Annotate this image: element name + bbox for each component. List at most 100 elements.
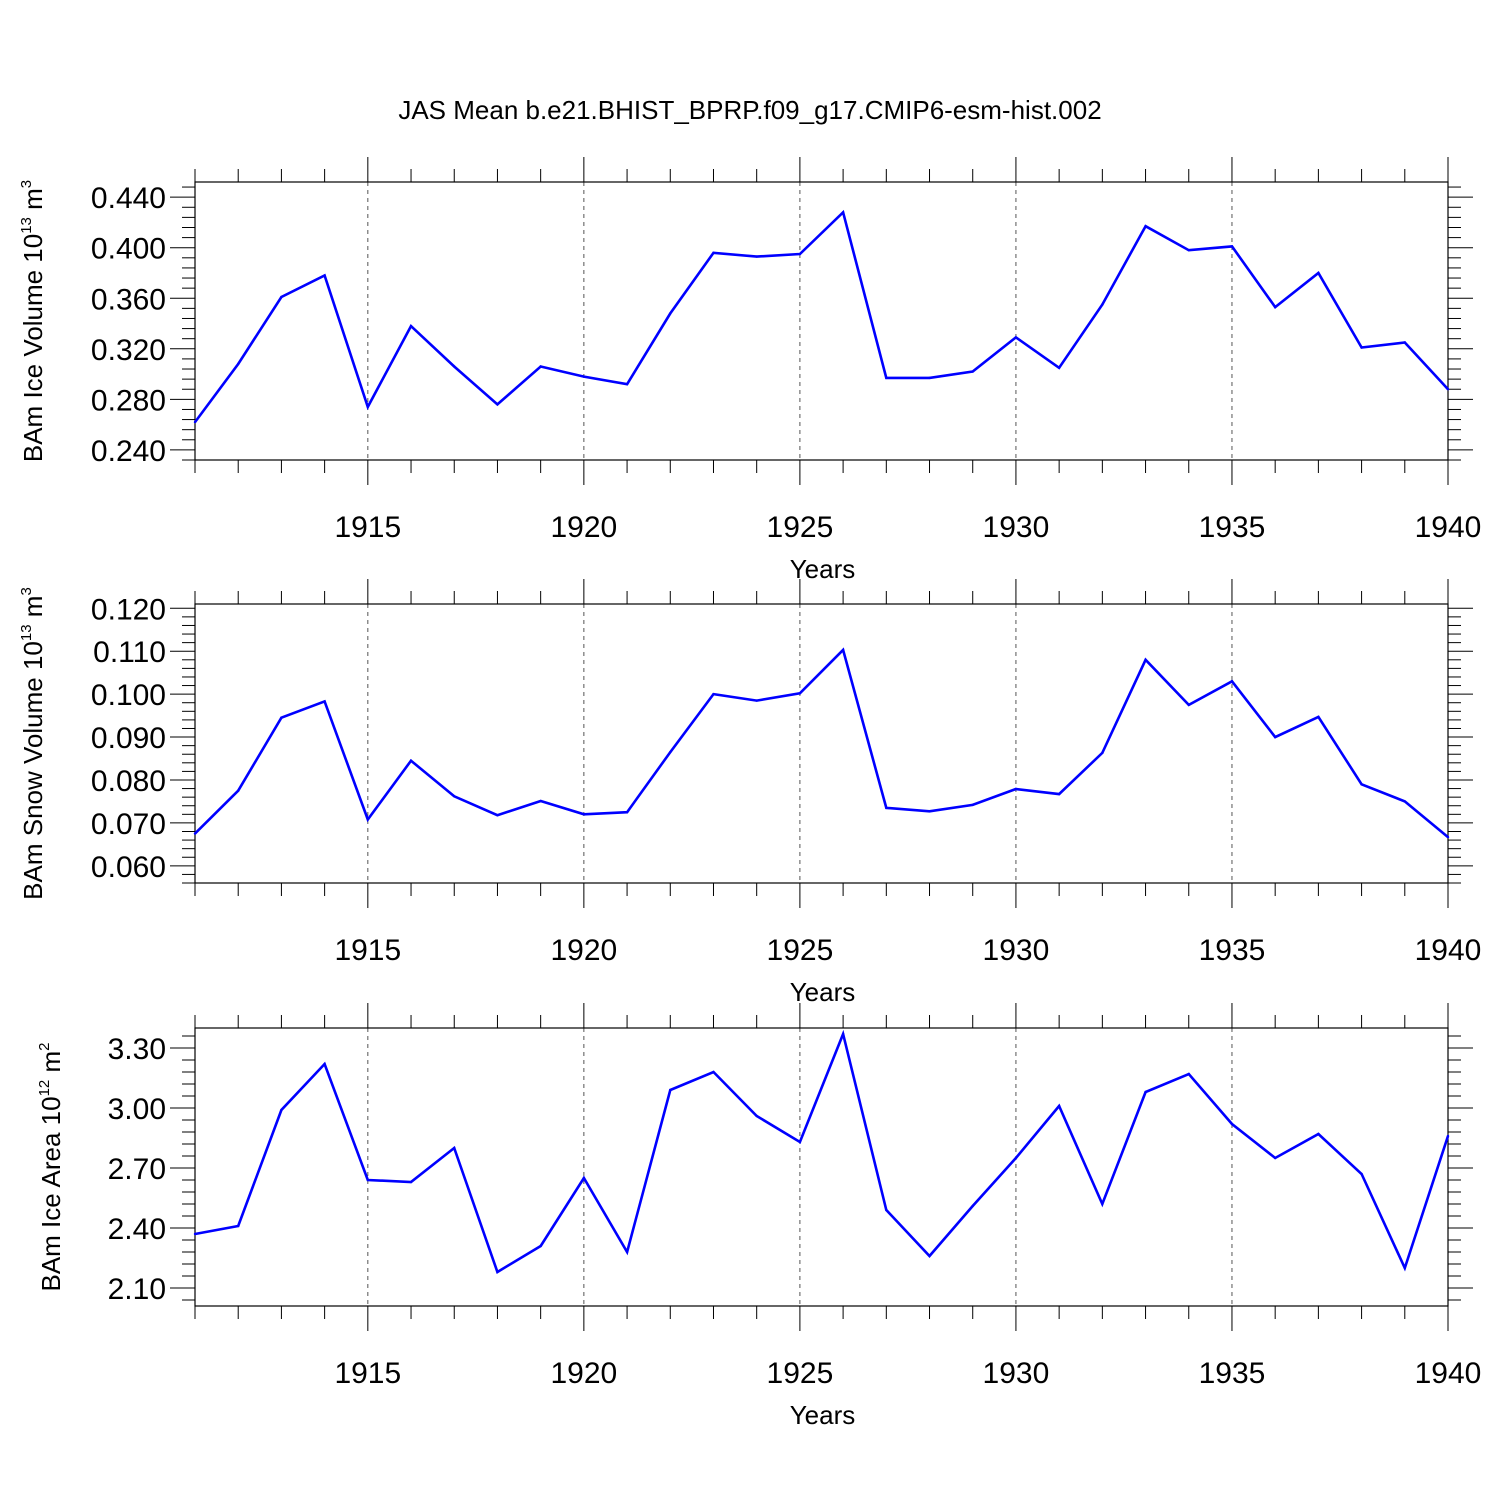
y-axis-label-exponent: 13	[18, 217, 35, 234]
data-point	[539, 365, 542, 368]
data-point	[669, 1088, 672, 1092]
data-point	[237, 362, 240, 366]
data-point	[1057, 1104, 1061, 1108]
data-point	[1057, 366, 1061, 369]
panel-ice-volume: 0.240 0.280 0.320 0.360 0.400 0.440 1915 1920 19…	[18, 157, 1481, 584]
x-tick-label: 1940	[1415, 511, 1482, 544]
y-tick-label: 0.090	[91, 722, 166, 755]
y-tick-label: 3.00	[108, 1093, 166, 1126]
data-point	[280, 716, 283, 719]
data-point	[712, 692, 715, 696]
x-tick-label: 1935	[1199, 511, 1266, 544]
data-point	[1403, 341, 1406, 344]
data-point	[798, 1140, 802, 1144]
data-point	[280, 1108, 283, 1112]
data-point	[1057, 792, 1061, 796]
y-tick-label: 0.280	[91, 384, 166, 417]
data-point	[366, 405, 370, 409]
data-point	[1446, 388, 1450, 391]
data-point	[971, 803, 974, 807]
data-point	[323, 274, 326, 277]
data-point	[1144, 1090, 1147, 1094]
x-tick-label: 1930	[983, 934, 1050, 967]
data-point	[1230, 680, 1234, 683]
x-tick-label: 1930	[983, 1357, 1050, 1390]
data-point	[1446, 1134, 1450, 1138]
data-point	[841, 211, 845, 214]
x-tick-label: 1940	[1415, 934, 1482, 967]
data-point	[885, 376, 888, 380]
data-point	[798, 252, 802, 256]
data-point	[971, 370, 974, 373]
data-point	[366, 818, 370, 821]
plot-frame	[194, 603, 1449, 884]
y-axis-label-text: BAm Snow Volume 10	[18, 641, 48, 900]
y-tick-label: 3.30	[108, 1033, 166, 1066]
data-point	[1273, 305, 1277, 309]
y-axis-label: BAm Snow Volume 1013 m3	[18, 587, 48, 900]
data-point	[237, 789, 240, 792]
x-tick-label: 1940	[1415, 1357, 1482, 1390]
data-point	[539, 799, 542, 803]
x-tick-label: 1925	[767, 511, 834, 544]
x-tick-label: 1925	[767, 934, 834, 967]
data-point	[1317, 1132, 1320, 1136]
y-tick-label: 2.40	[108, 1213, 166, 1246]
data-point	[496, 1270, 499, 1274]
data-point	[841, 648, 845, 652]
data-point	[1360, 783, 1363, 786]
data-point	[625, 382, 629, 386]
data-point	[1014, 787, 1018, 791]
data-point	[1273, 735, 1277, 739]
data-point	[1403, 800, 1406, 803]
series-line	[193, 209, 1449, 423]
x-tick-label: 1915	[334, 934, 401, 967]
data-point	[453, 795, 456, 798]
y-tick-label: 2.70	[108, 1153, 166, 1186]
y-axis-label-text: BAm Ice Area 10	[36, 1096, 66, 1291]
data-point	[453, 365, 456, 368]
data-point	[496, 813, 499, 817]
panel-snow-volume: 0.060 0.070 0.080 0.090 0.100 0.110 0.120 1915 1…	[18, 579, 1481, 1007]
data-point	[669, 312, 672, 315]
data-point	[1144, 658, 1147, 661]
data-point	[971, 1204, 974, 1208]
x-axis-label: Years	[790, 554, 856, 584]
y-axis-label-unit: m	[18, 596, 48, 625]
data-point	[193, 420, 197, 424]
data-point	[323, 1062, 326, 1066]
data-point	[1360, 346, 1363, 349]
data-point	[366, 1178, 370, 1182]
y-axis-label-unit: m	[36, 1051, 66, 1080]
data-point	[928, 376, 931, 380]
data-point	[1360, 1172, 1363, 1176]
data-point	[625, 810, 629, 814]
series-line	[194, 1029, 1450, 1274]
y-axis-label-exponent: 13	[18, 624, 35, 641]
y-tick-label: 0.240	[91, 435, 166, 468]
y-tick-label: 2.10	[108, 1273, 166, 1306]
chart-title: JAS Mean b.e21.BHIST_BPRP.f09_g17.CMIP6-…	[398, 95, 1101, 125]
data-point	[712, 251, 715, 254]
x-tick-label: 1930	[983, 511, 1050, 544]
data-point	[453, 1146, 456, 1150]
data-point	[409, 759, 413, 762]
data-point	[1317, 715, 1320, 719]
data-point	[1187, 1072, 1190, 1076]
y-tick-label: 0.060	[91, 851, 166, 884]
y-tick-label: 0.440	[91, 182, 166, 215]
y-tick-label: 0.400	[91, 233, 166, 266]
y-axis-label: BAm Ice Area 1012 m2	[36, 1042, 66, 1291]
data-point	[928, 1254, 931, 1258]
data-point	[1014, 1156, 1018, 1160]
y-axis-label-unit-exponent: 2	[36, 1042, 53, 1050]
data-point	[885, 806, 888, 810]
y-tick-label: 0.100	[91, 679, 166, 712]
x-tick-label: 1920	[550, 1357, 617, 1390]
x-tick-label: 1920	[550, 511, 617, 544]
data-point	[1403, 1266, 1406, 1270]
x-axis-label: Years	[790, 1400, 856, 1430]
x-tick-label: 1915	[334, 1357, 401, 1390]
y-tick-label: 0.320	[91, 334, 166, 367]
